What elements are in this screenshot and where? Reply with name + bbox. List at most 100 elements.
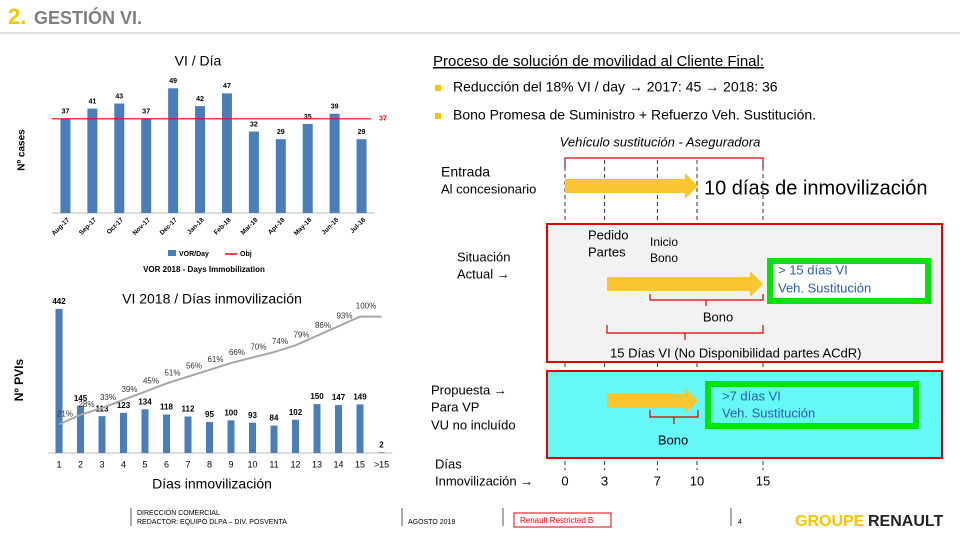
x-tick-label: Apr-18 [267, 216, 287, 236]
result-text: Veh. Sustitución [722, 405, 815, 420]
value-label: 100 [224, 409, 238, 418]
process-title: Proceso de solución de movilidad al Clie… [433, 53, 764, 70]
footer-text: AGOSTO 2018 [408, 519, 455, 526]
row-label: Para VP [431, 399, 479, 414]
arrow [607, 271, 763, 297]
value-label: 149 [353, 393, 367, 402]
result-text: > 15 días VI [778, 262, 848, 277]
legend-swatch [168, 250, 176, 256]
x-tick-label: 7 [185, 459, 190, 469]
brace [606, 325, 764, 340]
footer-text: REDACTOR: EQUIPO DLPA – DIV. POSVENTA [137, 519, 287, 526]
timeline-tick: 15 [756, 473, 770, 488]
section-number: 2. [8, 4, 26, 29]
x-tick-label: Nov-17 [132, 216, 153, 237]
timeline-tick: 3 [601, 473, 608, 488]
bar [313, 404, 321, 453]
x-tick-label: 8 [207, 459, 212, 469]
x-tick-label: May-18 [293, 216, 314, 237]
chart-caption: VOR 2018 - Days Immobilization [143, 265, 265, 274]
bar [356, 139, 367, 213]
bar [55, 308, 63, 453]
value-label: 145 [74, 394, 88, 403]
value-label: 29 [277, 129, 285, 136]
x-tick-label: 14 [333, 459, 343, 469]
x-tick-label: 13 [312, 459, 322, 469]
bar [329, 113, 340, 213]
objective-label: 37 [379, 116, 387, 123]
x-tick-label: 1 [56, 459, 61, 469]
classification: Renault Restricted B [520, 516, 593, 525]
bar [168, 88, 179, 213]
x-tick-label: Jun-18 [320, 216, 340, 236]
value-label: 93 [248, 411, 257, 420]
bar [249, 422, 256, 453]
value-label: 51% [164, 369, 180, 378]
x-tick-label: Oct-17 [106, 216, 126, 236]
value-label: 2 [379, 440, 384, 449]
x-tick-label: Aug-17 [51, 216, 72, 237]
bullet [435, 113, 441, 119]
bar [163, 414, 170, 453]
result-text: Veh. Sustitución [778, 280, 871, 295]
row-label: Al concesionario [441, 181, 536, 196]
bar [275, 139, 286, 213]
bar [270, 425, 278, 453]
row-label: Situación [457, 249, 510, 264]
x-tick-label: 12 [290, 459, 300, 469]
bar [120, 412, 127, 453]
value-label: 102 [289, 408, 303, 417]
bar [184, 416, 192, 453]
bar [114, 103, 125, 213]
row-label: Propuesta → [431, 382, 507, 397]
bar [356, 404, 364, 453]
x-tick-label: Jul-18 [349, 216, 368, 235]
x-tick-label: 3 [99, 459, 104, 469]
value-label: 66% [229, 348, 245, 357]
brace-label: Bono [658, 432, 688, 447]
timeline-tick: 0 [561, 473, 568, 488]
arrow [565, 173, 698, 199]
bar [141, 409, 149, 453]
value-label: 56% [186, 362, 202, 371]
value-label: 150 [310, 392, 324, 401]
bracket-label: Vehículo sustitución - Aseguradora [560, 134, 761, 149]
result-box [767, 258, 931, 304]
bar [221, 93, 232, 213]
value-label: 100% [356, 302, 376, 311]
bar [195, 106, 206, 213]
bar [292, 419, 299, 453]
row-label: VU no incluído [431, 417, 516, 432]
brace [649, 410, 699, 424]
value-label: 86% [315, 321, 331, 330]
arrow [607, 388, 698, 414]
bar [248, 131, 259, 213]
step-label: Inicio [650, 235, 678, 249]
value-label: 39% [121, 385, 137, 394]
value-label: 28% [78, 400, 94, 409]
x-tick-label: Dec-17 [159, 216, 179, 236]
cumulative-line [58, 315, 382, 426]
x-tick-label: 9 [228, 459, 233, 469]
value-label: 134 [138, 397, 152, 406]
x-tick-label: 10 [247, 459, 257, 469]
legend-label: VOR/Day [179, 251, 209, 258]
brace [649, 294, 764, 306]
value-label: 41 [88, 98, 96, 105]
value-label: 39 [331, 104, 339, 111]
value-label: 93% [336, 311, 352, 320]
x-tick-label: 4 [121, 459, 126, 469]
value-label: 45% [143, 377, 159, 386]
chart-title: VI / Día [175, 53, 222, 69]
value-label: 37 [142, 109, 150, 116]
x-tick-label: 15 [355, 459, 365, 469]
step-label: Bono [650, 251, 678, 265]
value-label: 147 [332, 393, 346, 402]
value-label: 118 [160, 403, 173, 412]
bar [87, 108, 98, 213]
bar [335, 405, 342, 453]
bullet-text: Reducción del 18% VI / day → 2017: 45 → … [453, 79, 778, 95]
y-axis-label: Nº cases [17, 129, 28, 171]
step-label: Pedido [588, 227, 628, 242]
